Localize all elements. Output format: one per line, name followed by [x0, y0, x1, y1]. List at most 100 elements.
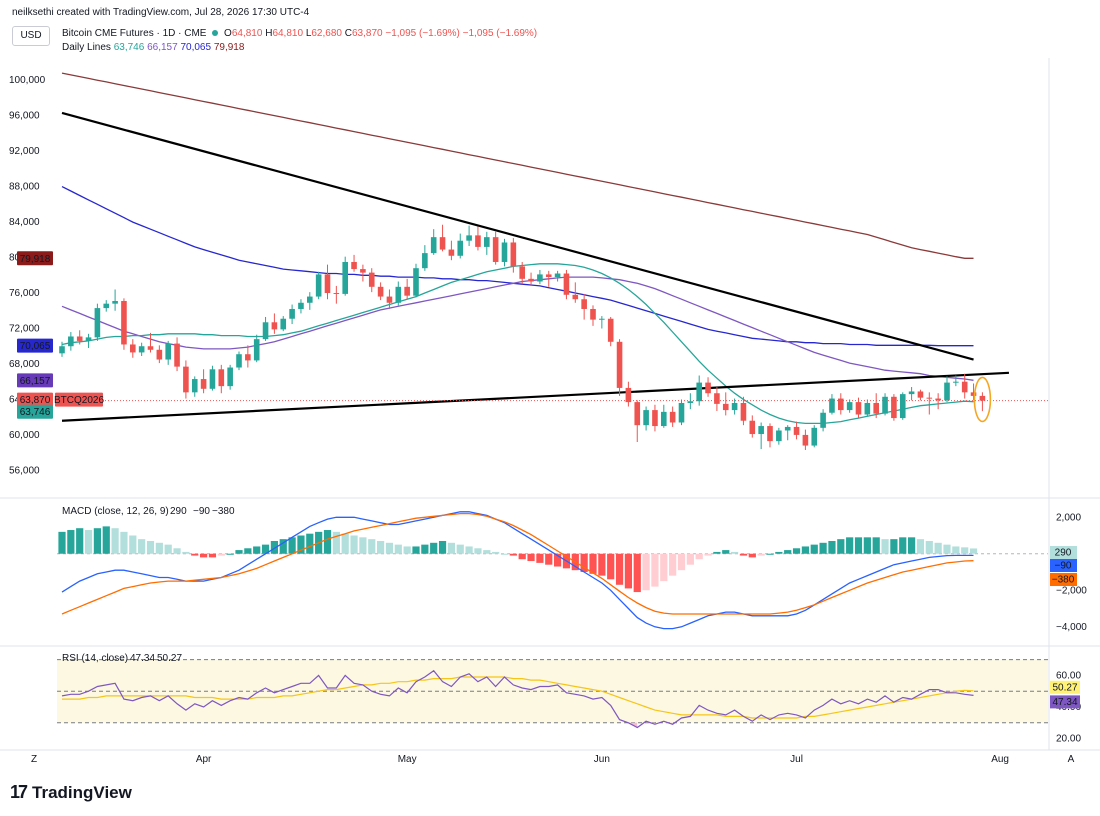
rsi-title: RSI (14, close) [62, 653, 128, 664]
ohlc-close: 63,870 [351, 28, 383, 39]
macd-histogram-bar [412, 546, 420, 554]
macd-histogram-bar [500, 553, 509, 555]
candle-body [882, 396, 888, 414]
currency-button[interactable]: USD [12, 26, 50, 46]
candle-body [838, 398, 844, 411]
zoom-reset-icon: Z [31, 754, 37, 765]
candle-body [935, 398, 941, 401]
candle-body [174, 343, 180, 367]
candle-body [439, 237, 446, 250]
candle-body [678, 402, 685, 423]
candle-body [740, 402, 747, 421]
macd-histogram-bar [394, 544, 402, 554]
rsi-value-badge-label: 47.34 [1052, 697, 1077, 708]
macd-histogram-bar [748, 553, 756, 558]
macd-histogram-bar [492, 551, 500, 554]
macd-histogram-bar [465, 546, 473, 554]
macd-histogram-bar [863, 537, 871, 554]
macd-histogram-bar [377, 540, 385, 554]
candle-body [855, 402, 862, 415]
macd-histogram-bar [182, 551, 190, 554]
price-tick-label: 60,000 [9, 430, 40, 441]
macd-histogram-bar [660, 553, 668, 582]
price-badge-label: 66,157 [20, 376, 51, 387]
macd-histogram-bar [244, 548, 252, 554]
macd-histogram-bar [916, 539, 925, 554]
rsi-line [61, 669, 974, 729]
symbol-title: Bitcoin CME Futures · 1D · CME [62, 28, 207, 39]
macd-value-badge [1050, 559, 1077, 572]
candle-body [705, 382, 711, 394]
candle-body [864, 402, 871, 415]
macd-tick-label: −2,000 [1056, 585, 1087, 596]
macd-histogram-bar [854, 537, 863, 554]
candle-body [829, 398, 835, 413]
candle-body [758, 426, 764, 435]
rsi-tick-label: 60.00 [1056, 670, 1081, 681]
macd-histogram-bar [881, 539, 889, 554]
candle-body [68, 336, 74, 347]
candle-body [422, 253, 428, 269]
macd-histogram-bar [191, 553, 199, 556]
macd-histogram-bar [695, 553, 703, 560]
price-tick-label: 56,000 [9, 465, 40, 476]
candle-body [156, 349, 163, 360]
macd-histogram-bar [766, 553, 774, 555]
ohlc-high-label: H [265, 28, 273, 39]
price-badge [17, 404, 53, 419]
ohlc-high: 64,810 [272, 28, 304, 39]
candle-body [661, 411, 667, 427]
candle-body [554, 273, 561, 278]
candle-body [731, 402, 738, 411]
price-badge-label: 79,918 [20, 254, 51, 265]
candle-body [545, 274, 552, 278]
macd-histogram-bar [598, 553, 606, 576]
tradingview-logo: 17 TradingView [10, 782, 132, 803]
macd-value-badge-label: −380 [1052, 575, 1075, 586]
candle-body [386, 296, 393, 303]
macd-histogram-bar [102, 526, 110, 554]
candle-body [280, 318, 287, 330]
macd-tick-label: −4,000 [1056, 622, 1087, 633]
macd-histogram-bar [155, 542, 163, 554]
candle-body [413, 268, 419, 296]
candle-body [616, 341, 623, 388]
candle-body [528, 278, 534, 282]
macd-value-badge-label: −90 [1055, 561, 1072, 572]
candle-body [351, 261, 357, 270]
daily-lines-legend: Daily Lines 63,746 66,157 70,065 79,918 [62, 42, 244, 53]
macd-histogram-bar [589, 553, 597, 574]
macd-value-signal: −380 [212, 506, 235, 517]
macd-histogram-bar [509, 553, 517, 556]
candle-body [590, 308, 596, 320]
price-badge [17, 392, 53, 407]
candle-body [121, 301, 127, 345]
ohlc-open-label: O [224, 28, 232, 39]
macd-histogram-bar [792, 548, 801, 554]
macd-histogram-bar [138, 539, 146, 554]
candle-body [112, 301, 118, 304]
macd-line [61, 511, 974, 630]
candle-body [979, 395, 986, 401]
macd-histogram-bar [801, 546, 809, 554]
lower-trendline [61, 371, 1010, 422]
macd-histogram-bar [217, 553, 225, 556]
macd-histogram-bar [837, 539, 845, 554]
macd-histogram-bar [279, 539, 287, 554]
ohlc-open: 64,810 [231, 28, 263, 39]
macd-tick-label: 2,000 [1056, 512, 1081, 523]
macd-histogram-bar [722, 550, 730, 554]
price-tick-label: 96,000 [9, 111, 40, 122]
macd-histogram-bar [607, 553, 615, 580]
macd-histogram-bar [890, 539, 898, 554]
candle-body [200, 379, 207, 389]
candle-body [634, 402, 641, 426]
price-tick-label: 88,000 [9, 182, 40, 193]
candle-body [262, 322, 269, 340]
candle-body [289, 308, 295, 319]
candle-body [643, 410, 649, 426]
candle-body [652, 410, 658, 427]
candle-body [209, 369, 216, 389]
macd-histogram-bar [651, 553, 659, 587]
